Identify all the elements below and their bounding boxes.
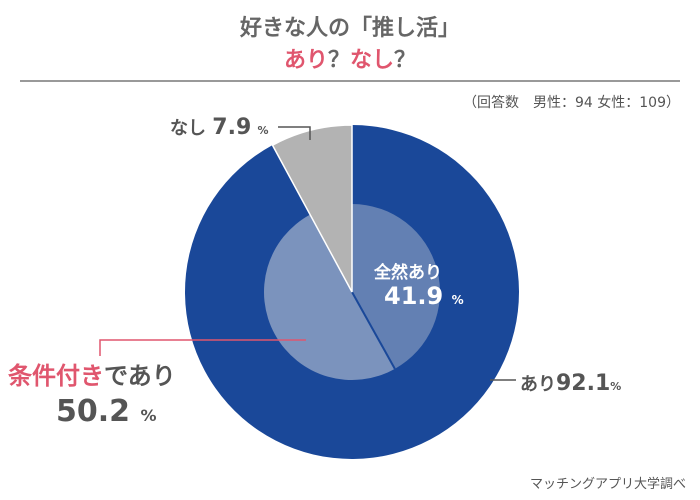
title-ari: あり [283, 48, 328, 73]
leader-jouken [99, 339, 306, 356]
label-jouken-name-a: 条件付き [8, 362, 104, 390]
sample-note: （回答数 男性：94 女性：109） [463, 95, 680, 111]
label-zenzen-value: 41.9 [384, 282, 444, 310]
label-nashi-name: なし [170, 118, 206, 139]
chart-title: 好きな人の「推し活」 [239, 16, 460, 41]
label-zenzen-unit: % [451, 293, 464, 307]
label-ari-value: 92.1 [556, 371, 611, 396]
divider [20, 80, 680, 82]
title-q2: ？ [394, 48, 417, 73]
label-nashi: なし 7.9 % [170, 114, 269, 140]
label-jouken-unit: % [140, 406, 157, 425]
inner-separator [351, 291, 396, 370]
slice-nashi [271, 124, 353, 293]
chart-subtitle: あり？なし？ [0, 42, 700, 74]
label-jouken: 50.2 % [56, 394, 157, 429]
leader-nashi [278, 126, 311, 140]
label-jouken-name-b: であり [104, 362, 176, 390]
credit: マッチングアプリ大学調べ [529, 477, 686, 492]
label-ari-name: あり [520, 374, 556, 395]
slice-inner-1 [264, 214, 395, 380]
slice-inner-0 [352, 204, 441, 369]
title-q1: ？ [327, 48, 350, 73]
label-nashi-value: 7.9 [212, 115, 252, 140]
label-zenzen: 41.9 % [384, 282, 464, 310]
label-zenzen-name: 全然あり [374, 263, 442, 283]
title-nashi: なし [350, 48, 395, 73]
label-jouken-name: 条件付きであり [8, 356, 176, 391]
label-ari-unit: % [610, 380, 622, 393]
label-nashi-unit: % [257, 124, 269, 137]
label-jouken-value: 50.2 [56, 394, 131, 429]
label-ari: あり92.1% [520, 370, 621, 396]
